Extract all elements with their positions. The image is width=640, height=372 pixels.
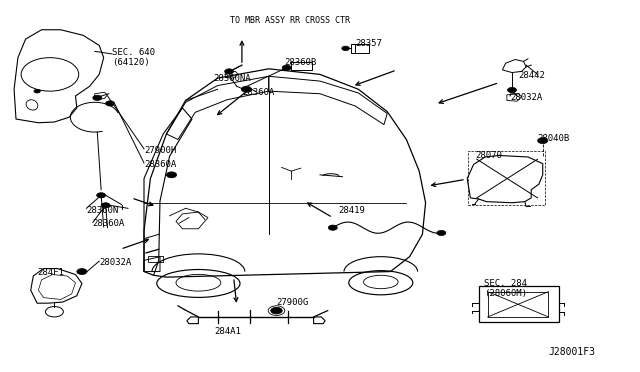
Text: 28040B: 28040B xyxy=(538,134,570,143)
Text: 28360NA: 28360NA xyxy=(214,74,252,83)
Circle shape xyxy=(106,101,115,106)
Circle shape xyxy=(97,193,106,198)
Text: 28442: 28442 xyxy=(518,71,545,80)
Circle shape xyxy=(538,138,548,144)
Circle shape xyxy=(271,307,282,314)
Circle shape xyxy=(282,65,291,70)
Circle shape xyxy=(328,225,337,230)
Circle shape xyxy=(166,172,177,178)
Text: SEC. 284
(28060M): SEC. 284 (28060M) xyxy=(484,279,527,298)
Circle shape xyxy=(93,95,102,100)
Text: 284A1: 284A1 xyxy=(214,327,241,336)
Circle shape xyxy=(342,46,349,51)
Circle shape xyxy=(225,69,234,74)
Bar xyxy=(468,151,545,205)
Bar xyxy=(148,256,163,262)
Text: 28357: 28357 xyxy=(355,39,382,48)
Circle shape xyxy=(34,89,40,93)
Text: 284F1: 284F1 xyxy=(37,268,64,277)
Text: 28419: 28419 xyxy=(338,206,365,215)
Text: J28001F3: J28001F3 xyxy=(548,347,595,356)
Text: 27900H: 27900H xyxy=(144,146,176,155)
Circle shape xyxy=(508,87,516,93)
Text: 27900G: 27900G xyxy=(276,298,308,307)
Text: TO MBR ASSY RR CROSS CTR: TO MBR ASSY RR CROSS CTR xyxy=(230,16,351,25)
Bar xyxy=(488,292,548,317)
Bar xyxy=(351,44,369,53)
Circle shape xyxy=(241,86,252,92)
Circle shape xyxy=(437,230,446,235)
Text: 28360B: 28360B xyxy=(285,58,317,67)
Text: 28360N: 28360N xyxy=(86,206,118,215)
Circle shape xyxy=(77,269,87,275)
Text: SEC. 640
(64120): SEC. 640 (64120) xyxy=(112,48,155,67)
Circle shape xyxy=(101,203,110,208)
Text: 28070: 28070 xyxy=(476,151,502,160)
Text: 28032A: 28032A xyxy=(99,258,131,267)
Text: 28360A: 28360A xyxy=(144,160,176,169)
Text: 28360A: 28360A xyxy=(242,88,274,97)
Bar xyxy=(479,286,559,322)
Text: 28032A: 28032A xyxy=(510,93,542,102)
Text: 28360A: 28360A xyxy=(93,219,125,228)
Bar xyxy=(291,62,312,70)
